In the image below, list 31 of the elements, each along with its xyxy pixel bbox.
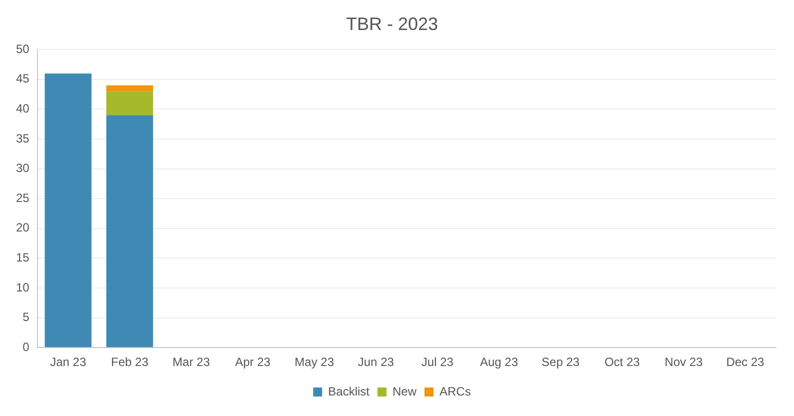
- x-tick-label: Dec 23: [726, 355, 765, 370]
- x-tick-label: May 23: [294, 355, 334, 370]
- x-tick-label: Mar 23: [172, 355, 210, 370]
- y-tick-label: 0: [22, 340, 30, 354]
- x-tick-label: Aug 23: [480, 355, 518, 370]
- x-tick-label: Oct 23: [604, 355, 640, 370]
- chart-title: TBR - 2023: [346, 14, 438, 34]
- y-tick-label: 45: [16, 72, 30, 86]
- y-tick-label: 40: [16, 102, 30, 116]
- legend-label: Backlist: [328, 384, 370, 398]
- y-tick-label: 30: [16, 161, 30, 176]
- y-tick-label: 10: [16, 280, 30, 294]
- x-tick-label: Apr 23: [235, 355, 271, 370]
- bar: [106, 91, 154, 116]
- x-tick-label: Jun 23: [358, 355, 394, 370]
- bar: [44, 73, 92, 348]
- y-tick-label: 5: [22, 310, 30, 324]
- x-tick-label: Nov 23: [664, 355, 703, 370]
- y-tick-label: 25: [16, 190, 30, 205]
- bar: [106, 115, 154, 348]
- x-tick-label: Feb 23: [111, 355, 149, 370]
- x-tick-label: Jul 23: [421, 355, 454, 370]
- y-tick-label: 50: [16, 42, 30, 56]
- y-tick-label: 20: [16, 220, 30, 235]
- legend-label: New: [392, 384, 417, 398]
- y-tick-label: 35: [16, 131, 30, 146]
- y-tick-label: 15: [16, 250, 30, 265]
- legend-label: ARCs: [440, 384, 471, 398]
- x-tick-label: Jan 23: [50, 355, 86, 370]
- bar: [106, 85, 154, 92]
- x-tick-label: Sep 23: [542, 355, 580, 370]
